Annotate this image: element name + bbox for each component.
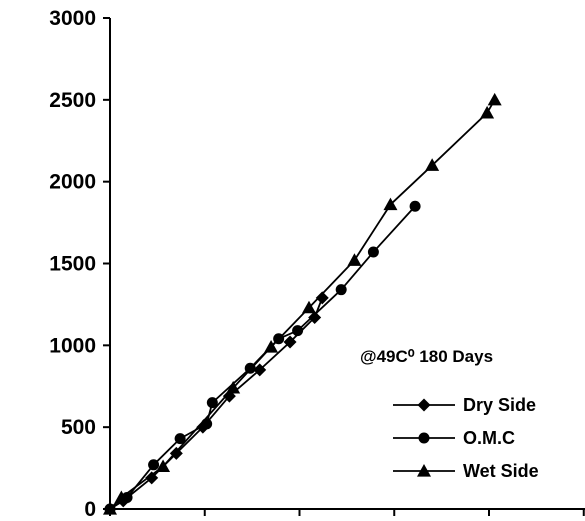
y-tick-label: 500	[61, 416, 96, 439]
legend-label: Wet Side	[463, 461, 539, 481]
data-point-dry-side	[169, 446, 183, 460]
data-point-o-m-c	[148, 459, 160, 471]
legend-marker-triangle	[417, 464, 431, 477]
data-point-o-m-c	[206, 397, 218, 409]
legend-label: Dry Side	[463, 395, 536, 415]
y-tick-label: 3000	[49, 7, 96, 30]
data-point-o-m-c	[292, 325, 304, 337]
series-line-wet-side	[109, 99, 496, 510]
chart-annotation: @49C⁰ 180 Days	[360, 347, 493, 366]
data-point-o-m-c	[367, 246, 379, 258]
data-point-wet-side	[156, 459, 171, 473]
legend-item-wet-side: Wet Side	[393, 461, 539, 481]
data-point-wet-side	[347, 253, 362, 266]
data-point-wet-side	[425, 158, 440, 171]
plot-series	[103, 92, 502, 516]
legend-marker-diamond	[417, 398, 431, 412]
y-tick-label: 2500	[49, 89, 96, 112]
data-point-o-m-c	[409, 200, 421, 212]
series-wet-side	[103, 92, 502, 515]
y-tick-label: 1000	[49, 334, 96, 357]
y-tick-label: 1500	[49, 253, 96, 276]
data-point-dry-side	[315, 291, 329, 305]
data-point-wet-side	[480, 105, 495, 119]
legend-item-o-m-c: O.M.C	[393, 428, 515, 448]
data-point-dry-side	[283, 335, 297, 349]
data-point-wet-side	[264, 339, 279, 353]
legend: Dry Side O.M.C Wet Side	[393, 395, 539, 481]
data-point-dry-side	[308, 311, 322, 325]
y-tick-label: 0	[84, 498, 96, 521]
axes	[103, 17, 585, 516]
legend-marker-circle	[418, 432, 430, 444]
data-point-wet-side	[114, 490, 129, 504]
data-point-o-m-c	[174, 433, 186, 445]
legend-item-dry-side: Dry Side	[393, 395, 536, 415]
data-point-o-m-c	[201, 418, 213, 430]
data-point-wet-side	[301, 300, 316, 314]
y-axis-tick-labels: 0 500 1000 1500 2000 2500 3000	[49, 7, 96, 521]
data-point-wet-side	[226, 380, 241, 394]
data-point-wet-side	[383, 197, 398, 211]
legend-label: O.M.C	[463, 428, 515, 448]
data-point-o-m-c	[335, 284, 347, 296]
data-point-dry-side	[145, 471, 159, 485]
data-point-wet-side	[487, 92, 502, 106]
y-tick-label: 2000	[49, 171, 96, 194]
data-point-wet-side	[103, 502, 117, 515]
data-point-dry-side	[253, 363, 267, 377]
